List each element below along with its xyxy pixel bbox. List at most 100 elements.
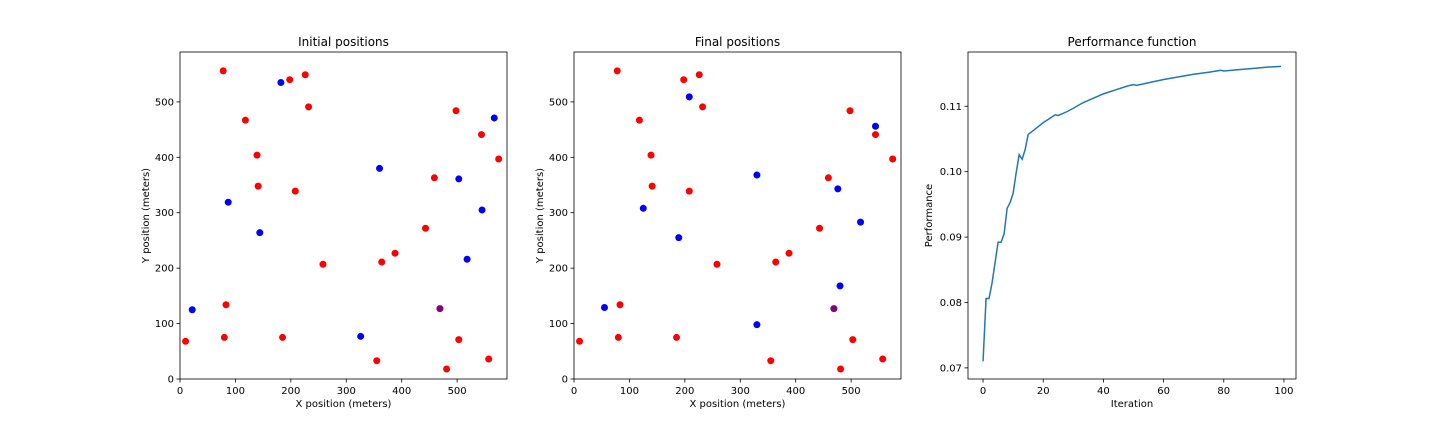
x-tick-label: 0 bbox=[177, 386, 183, 397]
chart-panel-2: 0 100 200 300 400 500 0 100 200 300 400 500 Final po… bbox=[535, 35, 902, 410]
data-point bbox=[635, 116, 643, 124]
data-point bbox=[277, 78, 285, 86]
data-point bbox=[391, 249, 399, 257]
x-tick-label: 100 bbox=[620, 386, 639, 397]
y-tick-label: 100 bbox=[549, 319, 568, 330]
chart-panel-1: 0 100 200 300 400 500 0 100 200 300 400 500 Initial … bbox=[141, 35, 508, 410]
y-tick-label: 0.10 bbox=[940, 167, 962, 178]
data-point bbox=[767, 357, 775, 365]
data-point bbox=[490, 114, 498, 122]
data-point bbox=[485, 355, 493, 363]
y-tick-label: 0.08 bbox=[940, 298, 962, 309]
x-tick-label: 60 bbox=[1157, 386, 1170, 397]
chart-title: Final positions bbox=[695, 35, 780, 49]
data-point bbox=[373, 357, 381, 365]
x-tick-label: 20 bbox=[1037, 386, 1050, 397]
y-tick-label: 0.07 bbox=[940, 363, 962, 374]
data-point bbox=[376, 164, 384, 172]
x-tick-label: 300 bbox=[731, 386, 750, 397]
data-point bbox=[616, 301, 624, 309]
data-point bbox=[455, 336, 463, 344]
axes-frame bbox=[967, 51, 1297, 380]
data-point bbox=[753, 171, 761, 179]
data-point bbox=[685, 93, 693, 101]
x-axis-label: X position (meters) bbox=[690, 399, 786, 410]
data-point bbox=[436, 305, 444, 313]
data-point bbox=[675, 234, 683, 242]
data-point bbox=[430, 174, 438, 182]
x-tick-label: 40 bbox=[1097, 386, 1110, 397]
axes-frame bbox=[179, 51, 508, 380]
data-point bbox=[600, 304, 608, 312]
y-tick-label: 200 bbox=[549, 264, 568, 275]
chart-title: Performance function bbox=[1068, 35, 1197, 49]
data-point bbox=[357, 332, 365, 340]
data-point bbox=[824, 174, 832, 182]
y-tick-label: 100 bbox=[155, 319, 174, 330]
data-point bbox=[478, 206, 486, 214]
x-tick-label: 100 bbox=[226, 386, 245, 397]
axes-frame bbox=[573, 51, 902, 380]
data-point bbox=[889, 155, 897, 163]
data-point bbox=[443, 365, 451, 373]
data-point bbox=[836, 282, 844, 290]
chart-panel-3: 0 20 40 60 80 100 0.07 0.08 0.09 0.10 0.11 Performa… bbox=[924, 35, 1297, 410]
data-point bbox=[699, 103, 707, 111]
y-tick-label: 500 bbox=[549, 97, 568, 108]
x-tick-label: 100 bbox=[1274, 386, 1293, 397]
data-point bbox=[753, 321, 761, 329]
data-point bbox=[879, 355, 887, 363]
data-point bbox=[614, 333, 622, 341]
data-point bbox=[849, 336, 857, 344]
data-point bbox=[305, 103, 313, 111]
data-point bbox=[220, 333, 228, 341]
data-point bbox=[576, 337, 584, 345]
data-point bbox=[685, 187, 693, 195]
data-point bbox=[785, 249, 793, 257]
performance-line bbox=[982, 65, 1281, 362]
data-point bbox=[834, 185, 842, 193]
x-tick-label: 300 bbox=[337, 386, 356, 397]
data-point bbox=[648, 182, 656, 190]
data-point bbox=[182, 337, 190, 345]
y-tick-label: 300 bbox=[549, 208, 568, 219]
data-point bbox=[713, 260, 721, 268]
data-point bbox=[222, 301, 230, 309]
y-tick-label: 400 bbox=[549, 153, 568, 164]
y-tick-label: 0 bbox=[168, 375, 174, 386]
x-tick-label: 400 bbox=[392, 386, 411, 397]
y-tick-label: 400 bbox=[155, 153, 174, 164]
data-point bbox=[857, 218, 865, 226]
data-point bbox=[188, 306, 196, 314]
data-point bbox=[680, 76, 688, 84]
data-point bbox=[846, 107, 854, 115]
data-point bbox=[463, 255, 471, 263]
data-point bbox=[613, 67, 621, 75]
y-tick-label: 0.11 bbox=[940, 102, 962, 113]
data-point bbox=[253, 151, 261, 159]
x-tick-label: 400 bbox=[786, 386, 805, 397]
y-tick-label: 0 bbox=[562, 375, 568, 386]
data-point bbox=[830, 305, 838, 313]
x-axis-label: Iteration bbox=[1111, 399, 1153, 410]
data-point bbox=[241, 116, 249, 124]
y-tick-label: 300 bbox=[155, 208, 174, 219]
y-tick-label: 200 bbox=[155, 264, 174, 275]
data-point bbox=[422, 224, 430, 232]
data-point bbox=[286, 76, 294, 84]
data-point bbox=[224, 198, 232, 206]
data-point bbox=[673, 333, 681, 341]
y-axis-label: Performance bbox=[924, 184, 935, 247]
data-point bbox=[639, 204, 647, 212]
x-tick-label: 0 bbox=[980, 386, 986, 397]
data-point bbox=[772, 258, 780, 266]
x-tick-label: 80 bbox=[1217, 386, 1230, 397]
data-point bbox=[647, 151, 655, 159]
y-tick-label: 0.09 bbox=[940, 233, 962, 244]
data-point bbox=[256, 229, 264, 237]
x-axis-label: X position (meters) bbox=[296, 399, 392, 410]
data-point bbox=[872, 122, 880, 130]
data-point bbox=[319, 260, 327, 268]
data-point bbox=[279, 333, 287, 341]
